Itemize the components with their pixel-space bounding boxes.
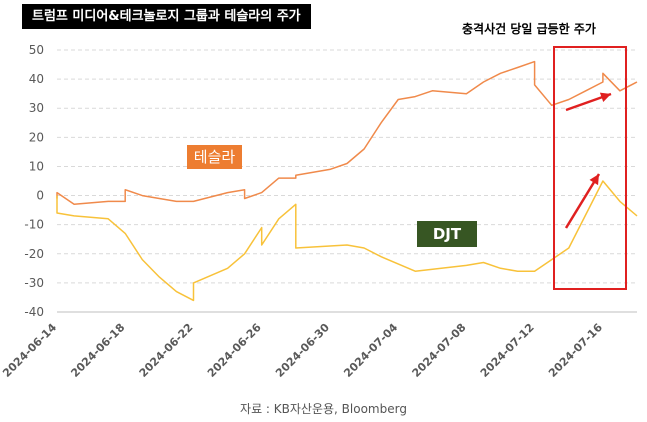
highlight-annotation: 충격사건 당일 급등한 주가 <box>462 22 596 36</box>
series-lines <box>56 60 638 302</box>
djt-label-background <box>417 221 477 247</box>
x-tick-label: 2024-07-16 <box>546 321 605 380</box>
tesla-line <box>56 60 638 206</box>
tesla-arrow <box>565 92 612 112</box>
x-tick-label: 2024-06-26 <box>205 321 264 380</box>
y-tick-label: 30 <box>29 101 44 115</box>
y-tick-label: 50 <box>29 43 44 57</box>
source-note: 자료 : KB자산운용, Bloomberg <box>240 402 407 416</box>
y-tick-label: -40 <box>24 305 44 319</box>
x-tick-label: 2024-07-04 <box>341 321 400 380</box>
tesla-label: 테슬라 <box>187 145 242 169</box>
x-tick-label: 2024-06-18 <box>68 321 127 380</box>
x-axis: 2024-06-14 2024-06-18 2024-06-22 2024-06-26… <box>0 311 637 380</box>
chart-title: 트럼프 미디어&테크놀로지 그룹과 테슬라의 주가 <box>22 4 311 29</box>
highlight-arrows <box>564 92 612 229</box>
x-tick-label: 2024-07-12 <box>478 321 537 380</box>
djt-label: DJT <box>417 221 477 247</box>
y-tick-label: 40 <box>29 72 44 86</box>
highlight-box <box>553 46 627 290</box>
x-tick-label: 2024-07-08 <box>410 321 469 380</box>
x-tick-label: 2024-06-22 <box>137 321 196 380</box>
arrow-head <box>589 174 599 186</box>
y-tick-label: 0 <box>36 189 44 203</box>
gridlines <box>57 49 637 284</box>
x-tick-label: 2024-06-30 <box>273 321 332 380</box>
djt-label-text: DJT <box>433 225 462 243</box>
arrow-shaft <box>564 173 601 229</box>
tesla-label-background <box>187 145 242 169</box>
y-tick-label: 10 <box>29 159 44 173</box>
y-tick-label: -10 <box>24 218 44 232</box>
djt-arrow <box>564 173 601 229</box>
arrow-head <box>599 92 611 103</box>
djt-line <box>56 180 638 302</box>
y-tick-label: -30 <box>24 276 44 290</box>
x-tick-label: 2024-06-14 <box>0 321 59 380</box>
y-tick-label: -20 <box>24 247 44 261</box>
y-tick-label: 20 <box>29 130 44 144</box>
tesla-label-text: 테슬라 <box>194 148 236 166</box>
y-axis: 50 40 30 20 10 0 -10 -20 -30 -40 <box>24 43 44 319</box>
